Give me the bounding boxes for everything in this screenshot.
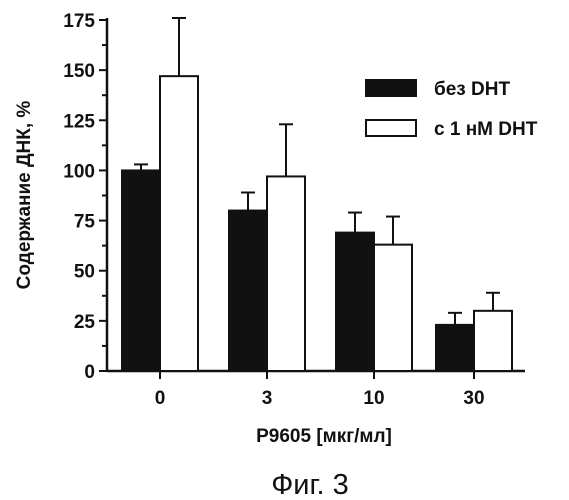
y-tick-label: 125 — [63, 111, 95, 132]
bar-without-dht — [229, 211, 267, 371]
y-axis-title: Содержание ДНК, % — [14, 101, 35, 290]
y-tick-label: 75 — [74, 212, 96, 233]
y-tick-label: 150 — [63, 61, 95, 82]
y-tick-label: 175 — [63, 11, 95, 32]
y-tick-label: 50 — [74, 262, 95, 283]
x-tick-label: 0 — [155, 388, 166, 409]
x-tick-label: 10 — [363, 388, 384, 409]
y-tick-label: 0 — [84, 362, 95, 383]
bar-without-dht — [436, 325, 474, 371]
bar-with-dht — [374, 245, 412, 371]
x-axis-title: P9605 [мкг/мл] — [256, 426, 392, 447]
bar-without-dht — [122, 170, 160, 371]
bar-with-dht — [267, 176, 305, 371]
bar-without-dht — [336, 233, 374, 371]
legend-label: с 1 нМ DHT — [434, 119, 538, 140]
legend-swatch-with-dht — [366, 120, 416, 136]
chart-legend: без DHT с 1 нМ DHT — [366, 79, 538, 140]
bar-with-dht — [160, 76, 198, 371]
y-tick-label: 25 — [74, 312, 96, 333]
y-tick-label: 100 — [63, 161, 95, 182]
x-tick-label: 3 — [262, 388, 273, 409]
figure-caption: Фиг. 3 — [271, 469, 349, 500]
legend-swatch-without-dht — [366, 80, 416, 96]
chart-bars — [122, 18, 512, 371]
bar-with-dht — [474, 311, 512, 371]
legend-label: без DHT — [434, 79, 510, 100]
x-tick-label: 30 — [463, 388, 484, 409]
